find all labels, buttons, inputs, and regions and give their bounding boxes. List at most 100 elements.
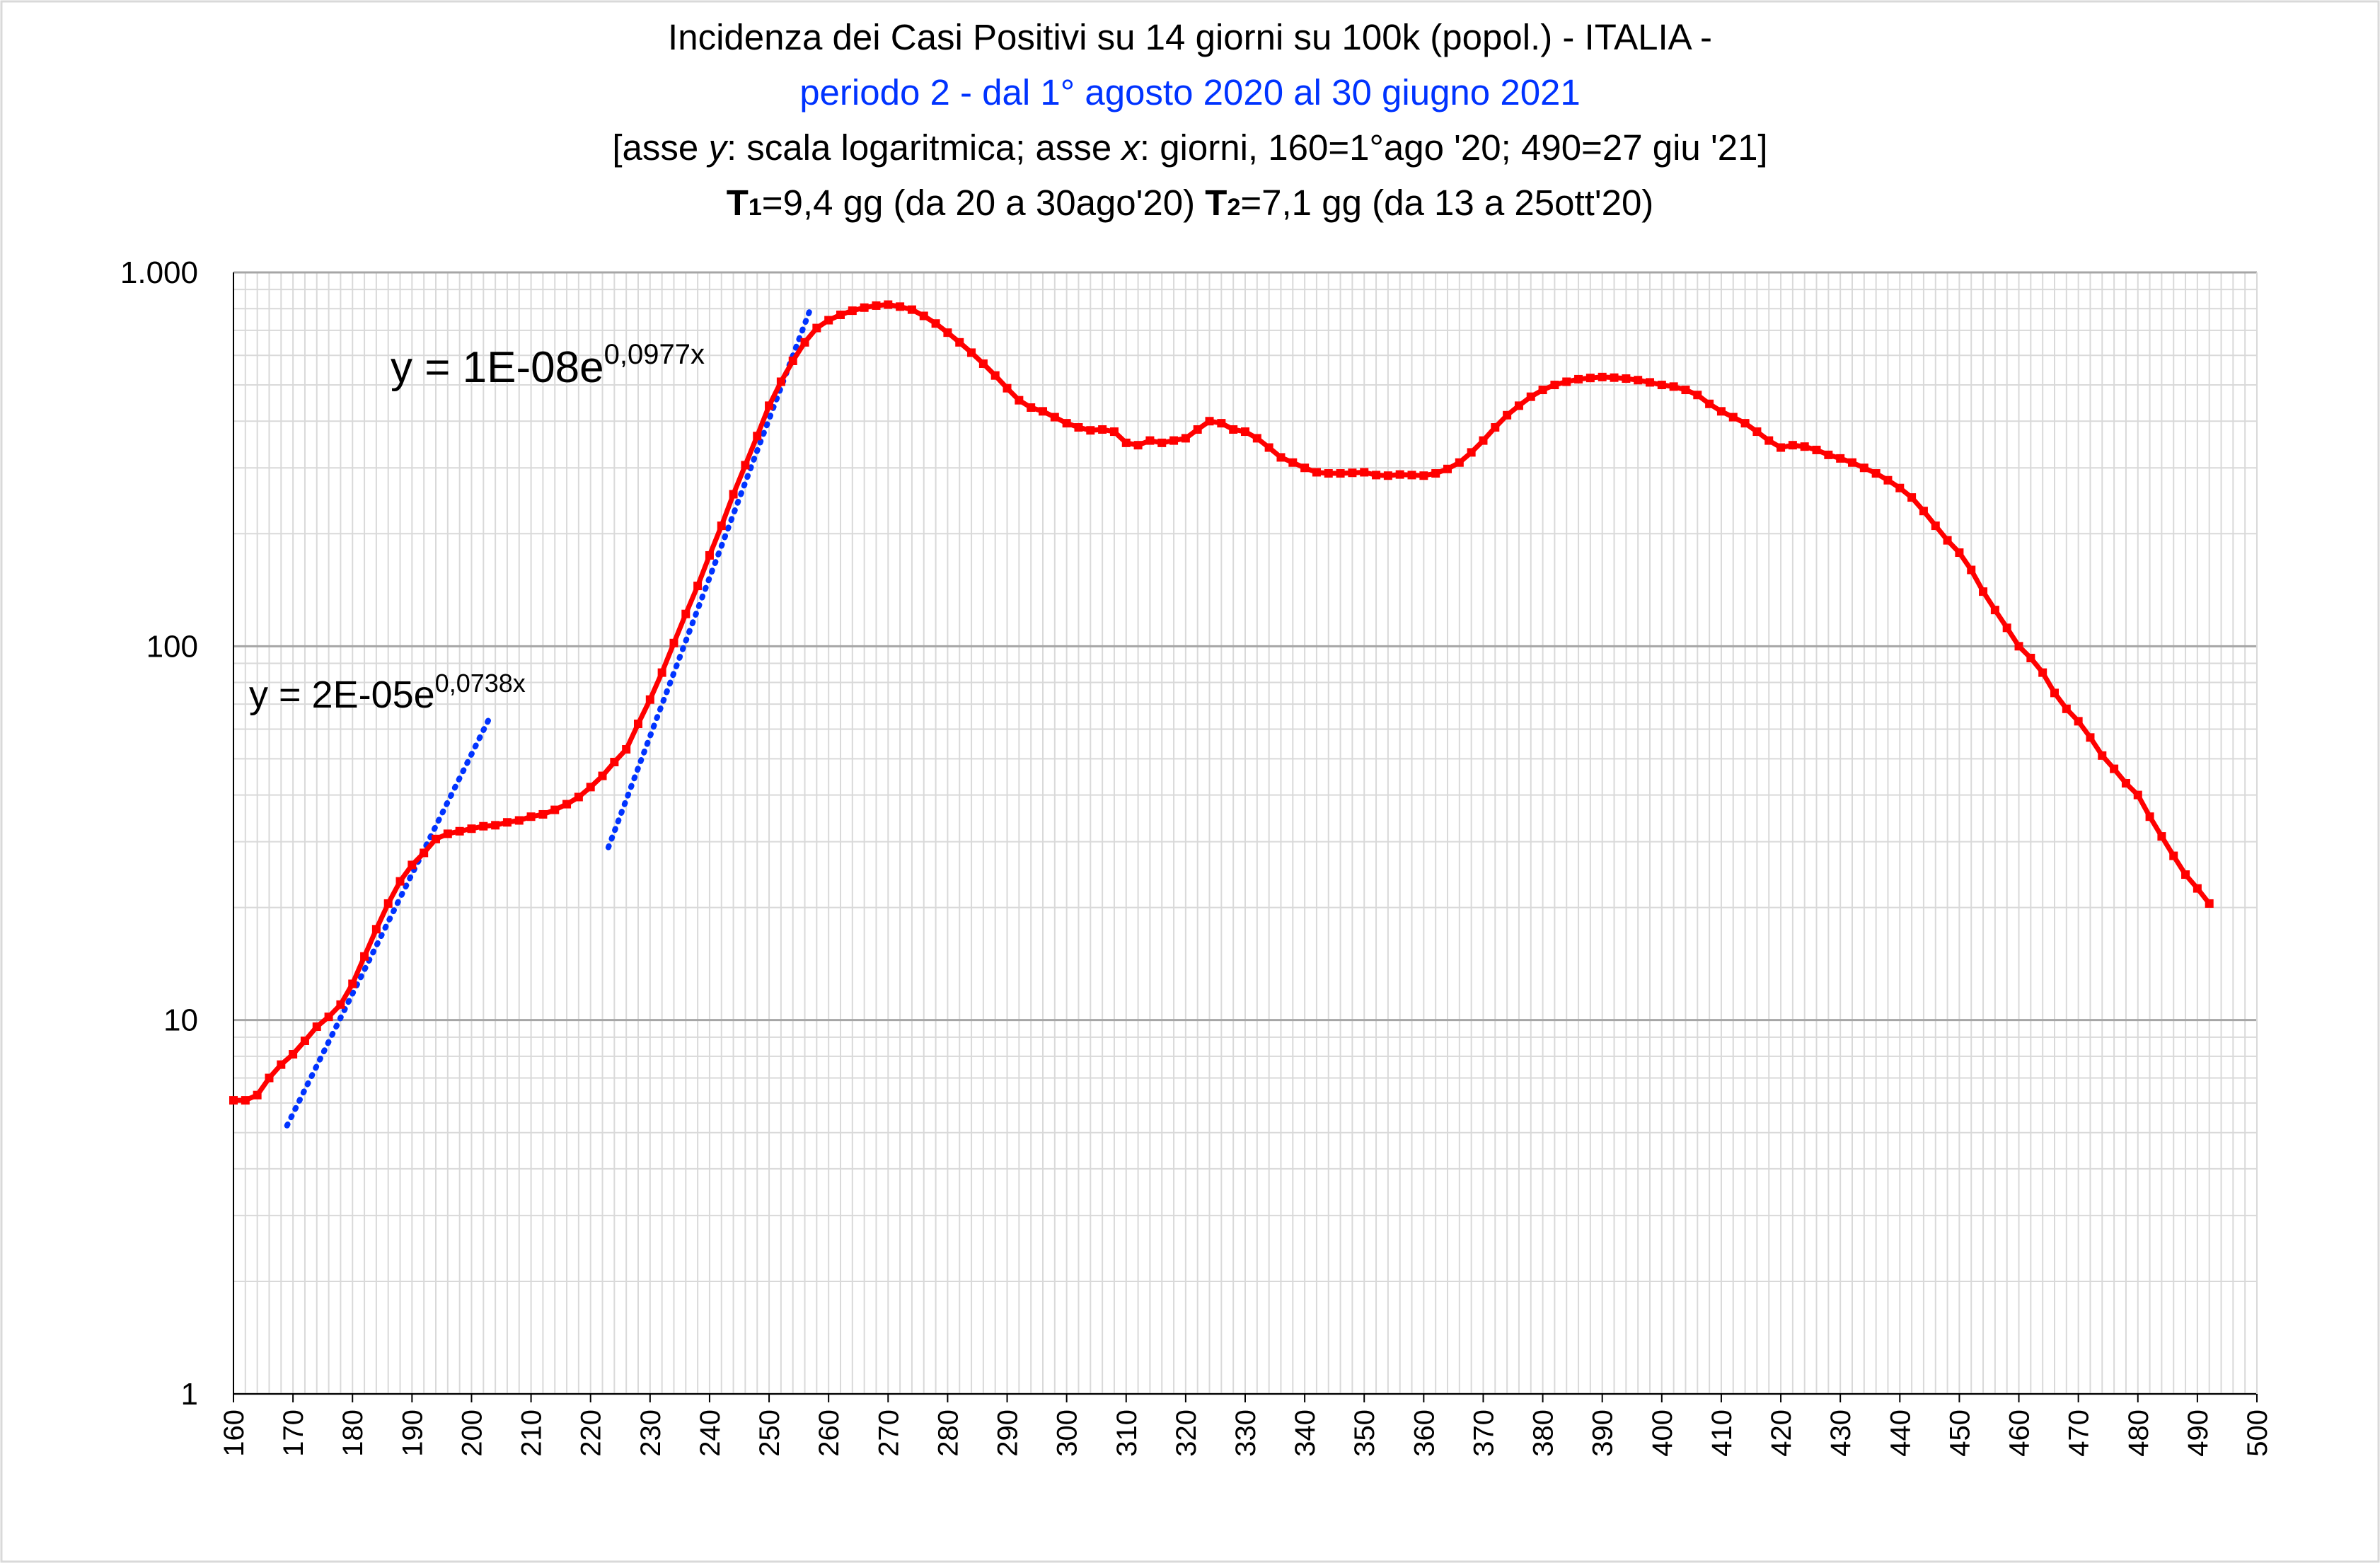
- data-point: [978, 359, 988, 368]
- x-tick-label: 180: [337, 1409, 369, 1457]
- x-tick-label: 500: [2242, 1409, 2273, 1457]
- data-point: [360, 952, 369, 961]
- data-point: [919, 311, 928, 321]
- data-point: [1491, 423, 1500, 432]
- chart-title: Incidenza dei Casi Positivi su 14 giorni…: [612, 17, 1767, 223]
- data-point: [491, 821, 500, 830]
- data-point: [1252, 434, 1261, 443]
- data-point: [2193, 884, 2202, 893]
- data-point: [1871, 469, 1881, 478]
- x-tick-label: 210: [516, 1409, 548, 1457]
- title-line-3-y: y: [706, 127, 729, 168]
- data-point: [1479, 436, 1488, 445]
- data-point: [717, 521, 726, 531]
- data-point: [2205, 899, 2214, 908]
- data-point: [1824, 450, 1833, 459]
- data-point: [1407, 471, 1416, 480]
- x-tick-label: 320: [1171, 1409, 1202, 1457]
- data-point: [2026, 653, 2035, 662]
- data-point: [1574, 374, 1583, 383]
- data-point: [1145, 436, 1155, 445]
- trendline-equation-1: y = 2E-05e0,0738x: [249, 669, 526, 716]
- data-point: [1610, 373, 1619, 382]
- data-point: [336, 1000, 345, 1009]
- x-tick-label: 230: [635, 1409, 666, 1457]
- data-point: [1300, 463, 1310, 473]
- title-line-4: T1=9,4 gg (da 20 a 30ago'20) T2=7,1 gg (…: [727, 183, 1654, 223]
- data-point: [1039, 407, 1047, 416]
- data-point: [907, 305, 916, 314]
- data-point: [1324, 469, 1333, 478]
- data-point: [1312, 468, 1321, 477]
- data-point: [1777, 443, 1786, 452]
- data-point: [657, 668, 666, 677]
- data-point: [1657, 381, 1666, 390]
- trendline-1: [284, 715, 492, 1129]
- data-point: [776, 377, 785, 386]
- data-point: [598, 771, 607, 780]
- data-point: [1455, 458, 1464, 467]
- axis-labels: 1 10 100 1.000 160 170 180 190 200 210 220 230 240 25…: [120, 255, 2273, 1457]
- x-tick-label: 420: [1766, 1409, 1797, 1457]
- x-tick-label: 480: [2123, 1409, 2154, 1457]
- data-point: [1812, 445, 1821, 454]
- data-point: [955, 338, 964, 347]
- data-point: [931, 319, 940, 328]
- data-point: [1634, 376, 1643, 385]
- x-tick-label: 300: [1052, 1409, 1083, 1457]
- data-point: [729, 490, 738, 499]
- x-tick-label: 220: [576, 1409, 607, 1457]
- title-line-4-t2: T: [1205, 183, 1227, 223]
- x-tick-label: 400: [1647, 1409, 1678, 1457]
- data-point: [872, 301, 881, 310]
- data-point: [812, 323, 821, 333]
- y-tick-label: 10: [163, 1003, 198, 1038]
- data-point: [824, 316, 833, 325]
- title-line-4-a: =9,4 gg (da 20 a 30ago'20): [762, 183, 1206, 223]
- data-point: [1003, 383, 1012, 393]
- x-tick-label: 310: [1111, 1409, 1143, 1457]
- data-point: [2133, 790, 2142, 800]
- data-point: [550, 805, 560, 814]
- data-point: [1800, 442, 1809, 451]
- x-tick-label: 240: [695, 1409, 726, 1457]
- data-point: [2110, 764, 2119, 773]
- data-point: [1193, 425, 1202, 434]
- data-point: [2098, 751, 2107, 760]
- data-point: [645, 695, 654, 704]
- data-point: [610, 758, 619, 767]
- x-tick-label: 170: [278, 1409, 309, 1457]
- data-point: [1288, 458, 1298, 467]
- title-line-3: [asse y: scala logaritmica; asse x: gior…: [612, 127, 1767, 168]
- data-point: [2074, 717, 2083, 726]
- data-point: [753, 432, 762, 441]
- x-tick-label: 190: [397, 1409, 428, 1457]
- data-point: [1229, 425, 1238, 434]
- y-tick-label: 100: [146, 629, 198, 664]
- data-point: [229, 1096, 238, 1105]
- x-tick-label: 160: [219, 1409, 250, 1457]
- title-line-3-a: [asse: [612, 127, 708, 168]
- data-point: [990, 371, 1000, 380]
- trendline-equations: y = 2E-05e0,0738x y = 1E-08e0,0977x: [249, 339, 705, 716]
- x-tick-label: 350: [1349, 1409, 1380, 1457]
- data-point: [289, 1050, 298, 1059]
- data-point: [420, 848, 429, 858]
- data-point: [2050, 688, 2059, 698]
- data-point: [800, 338, 809, 347]
- x-tick-label: 470: [2064, 1409, 2095, 1457]
- x-tick-label: 270: [873, 1409, 904, 1457]
- x-tick-label: 450: [1944, 1409, 1975, 1457]
- data-point: [1169, 436, 1179, 445]
- x-tick-label: 200: [456, 1409, 487, 1457]
- data-point: [681, 609, 691, 618]
- data-point: [1395, 470, 1404, 479]
- data-point: [562, 800, 572, 809]
- data-point: [1526, 392, 1535, 401]
- data-point: [1264, 443, 1273, 452]
- x-tick-label: 280: [932, 1409, 964, 1457]
- data-point: [848, 306, 857, 316]
- data-point: [2181, 870, 2190, 879]
